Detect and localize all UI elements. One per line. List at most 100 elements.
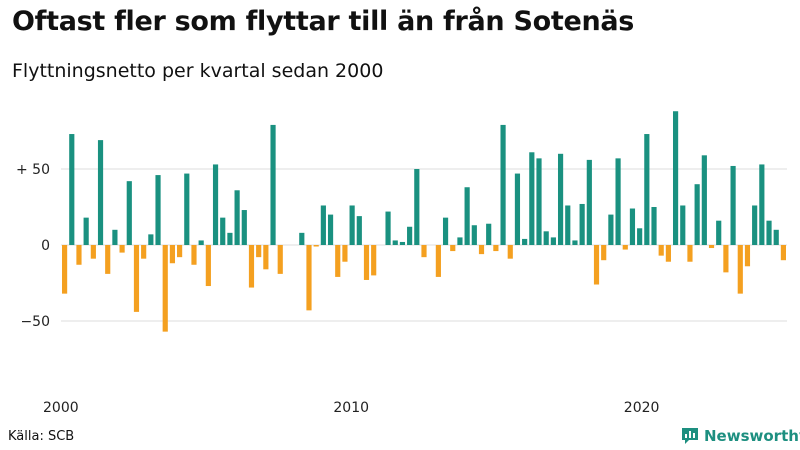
bars xyxy=(62,111,786,332)
bar xyxy=(141,245,147,259)
bar xyxy=(97,140,104,245)
y-axis-tick-labels: + 50 0 −50 xyxy=(16,162,50,330)
bar xyxy=(723,245,729,273)
y-tick-label: + 50 xyxy=(16,162,50,178)
bar xyxy=(198,240,204,245)
bar xyxy=(385,211,391,245)
bar xyxy=(644,134,650,245)
bar xyxy=(90,245,96,259)
bar xyxy=(680,205,686,245)
bar xyxy=(687,245,693,262)
bar xyxy=(349,205,355,245)
x-axis-tick-labels: 2000 2010 2020 xyxy=(43,400,659,416)
bar xyxy=(69,134,75,245)
bar xyxy=(766,220,772,245)
bar xyxy=(133,245,140,312)
bar xyxy=(169,245,176,264)
bar xyxy=(457,237,463,245)
bar xyxy=(486,223,492,245)
bar xyxy=(83,217,89,245)
bar xyxy=(586,159,592,245)
bar xyxy=(557,153,564,245)
bar xyxy=(637,228,643,245)
bar xyxy=(601,245,607,261)
bar xyxy=(112,229,118,245)
bar xyxy=(493,245,499,252)
source-note: Källa: SCB xyxy=(8,429,75,444)
bar xyxy=(191,245,197,265)
bar xyxy=(478,245,485,255)
bar xyxy=(263,245,269,270)
chart-subtitle: Flyttningsnetto per kvartal sedan 2000 xyxy=(12,60,384,82)
bar xyxy=(299,232,305,245)
bar xyxy=(672,111,679,246)
bar xyxy=(356,216,362,245)
bar xyxy=(62,245,68,294)
bar xyxy=(320,205,326,245)
bar xyxy=(529,152,535,245)
bar xyxy=(701,155,707,245)
bar xyxy=(363,245,370,280)
bar xyxy=(248,245,255,288)
bar xyxy=(234,190,240,245)
bar xyxy=(212,164,219,245)
bar xyxy=(665,245,671,262)
bar xyxy=(442,217,449,245)
bar xyxy=(435,245,441,277)
bar xyxy=(780,245,786,261)
bar xyxy=(119,245,125,253)
bar xyxy=(773,229,779,245)
bar xyxy=(270,124,276,245)
bar xyxy=(399,241,406,245)
bar xyxy=(579,203,585,245)
bar xyxy=(392,240,398,245)
bar xyxy=(327,214,334,245)
bar xyxy=(450,245,456,252)
bar xyxy=(694,184,700,245)
bar xyxy=(205,245,211,287)
bar xyxy=(752,205,758,245)
bar xyxy=(76,245,82,265)
bar xyxy=(550,237,556,245)
x-tick-label: 2000 xyxy=(43,400,79,416)
bar xyxy=(241,210,247,245)
bar xyxy=(615,158,621,245)
bar xyxy=(744,245,751,267)
bar xyxy=(335,245,341,277)
bar xyxy=(622,245,628,250)
bar xyxy=(608,214,614,245)
bar xyxy=(500,124,506,245)
bar xyxy=(177,245,183,258)
bar xyxy=(759,164,765,245)
bar xyxy=(471,225,477,245)
bar xyxy=(256,245,262,258)
chart-title: Oftast fler som flyttar till än från Sot… xyxy=(12,6,635,37)
bar xyxy=(313,245,319,247)
bar xyxy=(371,245,377,276)
bar xyxy=(148,234,154,245)
brand-logo: Newsworthy xyxy=(680,424,800,448)
bar xyxy=(220,217,226,245)
y-tick-label: 0 xyxy=(41,238,50,254)
bar xyxy=(522,238,528,245)
newsworthy-logo-icon xyxy=(682,428,698,444)
bar xyxy=(227,232,233,245)
bar xyxy=(536,158,542,245)
brand-name: Newsworthy xyxy=(704,427,800,445)
bar xyxy=(184,173,190,245)
bar xyxy=(737,245,743,294)
bar xyxy=(306,245,312,311)
bar xyxy=(716,220,722,245)
bar xyxy=(421,245,427,258)
bar xyxy=(658,245,664,256)
bar xyxy=(407,226,413,245)
bar xyxy=(708,245,715,249)
bar xyxy=(651,207,657,245)
bar xyxy=(514,173,521,245)
bar xyxy=(593,245,600,285)
bar xyxy=(464,187,470,245)
x-tick-label: 2020 xyxy=(624,400,660,416)
bar xyxy=(730,165,736,245)
x-tick-label: 2010 xyxy=(333,400,369,416)
bar xyxy=(162,245,168,332)
